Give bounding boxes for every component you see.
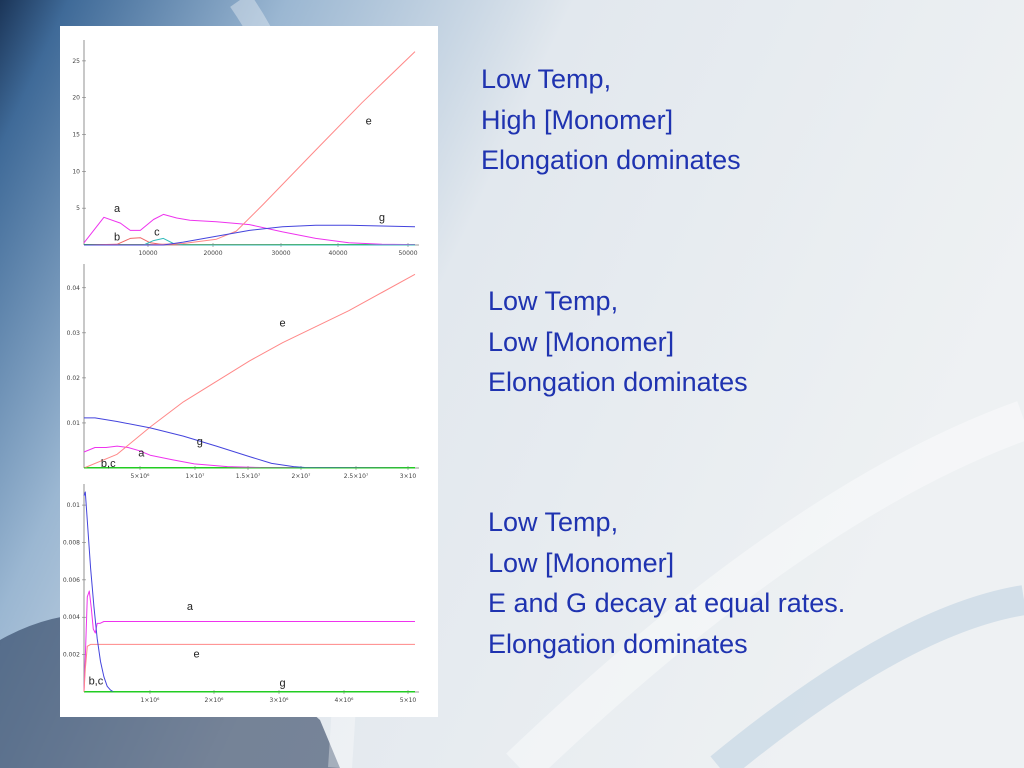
y-tick-label: 0.002 (63, 652, 80, 659)
series-line-a (83, 213, 416, 246)
y-tick-label: 0.01 (67, 420, 81, 427)
caption-line: Low Temp, (488, 507, 619, 537)
x-tick-label: 1×10⁷ (186, 473, 205, 480)
y-tick-label: 0.02 (67, 375, 81, 382)
y-tick-label: 20 (72, 95, 80, 102)
series-line-e (83, 643, 415, 693)
y-tick-label: 5 (76, 205, 80, 212)
series-line-a (83, 590, 415, 693)
curve-label: a (187, 601, 194, 613)
x-tick-label: 10000 (138, 250, 157, 257)
y-tick-label: 10 (72, 168, 80, 175)
curve-label: a (114, 203, 121, 215)
chart-3: 0.002 0.004 0.006 0.008 0.01 1×10⁶ 2×10⁶ 3×10⁶ 4… (63, 484, 419, 704)
chart-2: 0.01 0.02 0.03 0.04 5×10⁶ 1×10⁷ 1.5×10⁷ 2×10⁷ 2.… (67, 264, 419, 480)
x-tick-label: 30000 (271, 250, 290, 257)
curve-label: g (280, 677, 286, 689)
y-tick-label: 0.01 (67, 502, 81, 509)
y-tick-label: 0.006 (63, 577, 80, 584)
y-tick-label: 0.008 (63, 539, 80, 546)
caption-panel-1: Low Temp, High [Monomer] Elongation domi… (481, 59, 741, 181)
x-tick-label: 2×10⁷ (292, 473, 311, 480)
curve-label: b,c (101, 458, 116, 470)
series-line-a (83, 445, 416, 469)
x-tick-label: 50000 (398, 250, 417, 257)
curve-label: g (379, 212, 385, 224)
curve-label: b (114, 232, 120, 244)
y-tick-label: 0.03 (67, 330, 81, 337)
y-tick-label: 15 (72, 132, 80, 139)
x-tick-label: 1.5×10⁷ (236, 473, 261, 480)
caption-line: Low Temp, (481, 64, 612, 94)
x-tick-label: 1×10⁶ (141, 697, 160, 704)
caption-line: Elongation dominates (481, 145, 741, 175)
curve-label: b,c (89, 675, 104, 687)
caption-line: Low Temp, (488, 286, 619, 316)
x-tick-label: 3×10⁶ (270, 697, 289, 704)
curve-label: g (197, 436, 203, 448)
x-tick-label: 2.5×10⁷ (344, 473, 369, 480)
curve-label: e (366, 116, 372, 128)
y-tick-label: 0.004 (63, 614, 80, 621)
y-tick-label: 25 (72, 58, 80, 65)
x-tick-label: 4×10⁶ (335, 697, 354, 704)
y-tick-label: 0.04 (67, 285, 81, 292)
chart-1: 5 10 15 20 25 10000 20000 30000 40000 50000 a b c e g (72, 40, 419, 257)
caption-line: High [Monomer] (481, 104, 674, 135)
caption-panel-2: Low Temp, Low [Monomer] Elongation domin… (488, 281, 748, 403)
series-line-g (83, 491, 415, 693)
x-tick-label: 5×10⁶ (131, 473, 150, 480)
x-tick-label: 3×10 (400, 473, 417, 480)
caption-line: Low [Monomer] (488, 547, 675, 578)
series-line-g (84, 417, 416, 469)
caption-panel-3: Low Temp, Low [Monomer] E and G decay at… (488, 502, 845, 664)
x-tick-label: 2×10⁶ (205, 697, 224, 704)
x-tick-label: 5×10 (400, 697, 417, 704)
caption-line: Elongation dominates (488, 367, 748, 397)
series-line-e (83, 51, 416, 246)
x-tick-label: 20000 (203, 250, 222, 257)
curve-label: e (280, 318, 286, 330)
series-line-e (83, 273, 416, 469)
curve-label: a (138, 448, 145, 460)
chart-panel: 5 10 15 20 25 10000 20000 30000 40000 50000 a b c e g 0… (60, 26, 438, 717)
caption-line: Elongation dominates (488, 628, 748, 659)
caption-line: Low [Monomer] (488, 326, 675, 357)
curve-label: e (193, 649, 199, 661)
series-line-g (84, 224, 416, 246)
curve-label: c (154, 227, 160, 239)
caption-line: E and G decay at equal rates. (488, 588, 846, 618)
x-tick-label: 40000 (328, 250, 347, 257)
